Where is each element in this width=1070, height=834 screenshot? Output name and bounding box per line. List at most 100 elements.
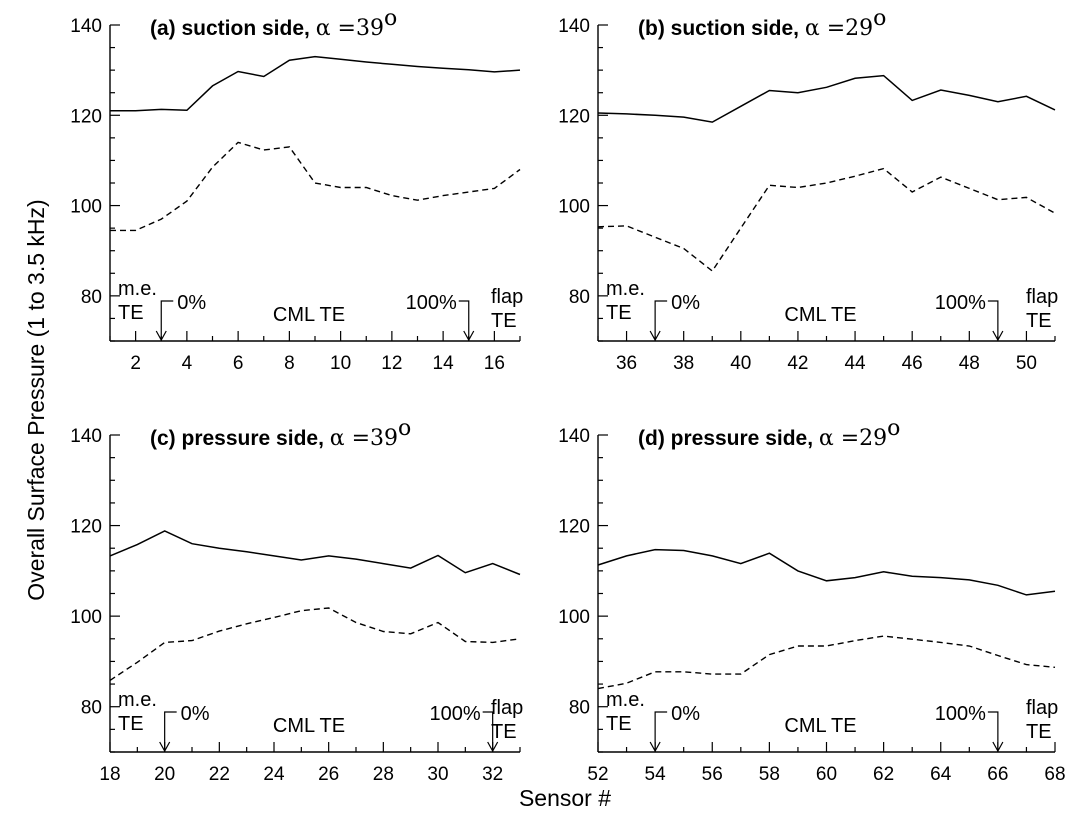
chart-panel-d: 80 100 120 140 52 54 56 58 60 62 64 66 68 (d) pressur… xyxy=(558,416,1065,785)
hundred-percent-marker xyxy=(482,711,494,751)
alpha-symbol: α xyxy=(330,426,345,451)
alpha-equals: =29 xyxy=(834,426,887,451)
panel-title: (a) suction side, α =39o xyxy=(150,6,397,41)
x-axis-label: Sensor # xyxy=(519,785,611,811)
x-tick-label: 16 xyxy=(484,353,505,374)
y-tick-label: 140 xyxy=(70,16,102,37)
hundred-percent-marker xyxy=(987,711,999,751)
x-tick-label: 62 xyxy=(873,764,894,785)
x-tick-label: 22 xyxy=(209,764,230,785)
x-tick-label: 66 xyxy=(987,764,1008,785)
x-tick-label: 52 xyxy=(587,764,608,785)
x-tick-label: 30 xyxy=(427,764,448,785)
x-tick-label: 64 xyxy=(930,764,952,785)
zero-percent-label: 0% xyxy=(671,703,700,725)
x-tick-label: 36 xyxy=(616,353,637,374)
hundred-percent-arrowhead xyxy=(992,741,1004,753)
hundred-percent-label: 100% xyxy=(406,292,457,314)
zero-percent-marker xyxy=(164,711,177,751)
x-tick-label: 60 xyxy=(816,764,837,785)
dashed-series-line xyxy=(110,141,521,232)
chart-panel-a: 80 100 120 140 2 4 6 8 10 12 14 16 (a) suction side,… xyxy=(70,6,523,374)
y-tick-label: 120 xyxy=(558,106,590,127)
chart-panel-c: 80 100 120 140 18 20 22 24 26 28 30 32 (c) pressure … xyxy=(70,416,523,785)
degree-symbol: o xyxy=(887,416,900,441)
zero-percent-label: 0% xyxy=(177,292,206,314)
x-tick-label: 32 xyxy=(482,764,503,785)
x-tick-label: 40 xyxy=(730,353,751,374)
y-tick-label: 140 xyxy=(70,426,102,447)
y-axis-label: Overall Surface Pressure (1 to 3.5 kHz) xyxy=(23,199,49,600)
x-tick-label: 6 xyxy=(233,353,244,374)
x-tick-label: 20 xyxy=(154,764,175,785)
y-tick-label: 100 xyxy=(70,607,102,628)
flap-te-label: TE xyxy=(491,721,517,743)
y-tick-label: 80 xyxy=(569,287,590,308)
panel-title: (b) suction side, α =29o xyxy=(638,6,886,41)
hundred-percent-label: 100% xyxy=(935,703,986,725)
degree-symbol: o xyxy=(873,6,886,31)
x-tick-label: 12 xyxy=(381,353,402,374)
x-tick-label: 58 xyxy=(759,764,780,785)
dashed-series-line xyxy=(109,607,521,681)
solid-series-line xyxy=(110,55,521,112)
cml-te-label: CML TE xyxy=(784,715,856,737)
zero-percent-arrowhead xyxy=(649,330,661,342)
solid-series-line xyxy=(597,74,1056,123)
hundred-percent-label: 100% xyxy=(430,703,481,725)
te-label: TE xyxy=(606,302,632,324)
x-tick-label: 4 xyxy=(182,353,193,374)
zero-percent-arrowhead xyxy=(155,330,167,342)
panel-title-text: (b) suction side, xyxy=(638,17,805,40)
x-tick-label: 2 xyxy=(130,353,141,374)
zero-percent-arrowhead xyxy=(649,741,661,753)
x-tick-label: 54 xyxy=(645,764,667,785)
x-tick-label: 14 xyxy=(433,353,455,374)
zero-percent-marker xyxy=(654,711,668,751)
alpha-equals: =39 xyxy=(331,16,384,41)
x-tick-label: 18 xyxy=(99,764,120,785)
zero-percent-label: 0% xyxy=(181,703,210,725)
flap-te-label: TE xyxy=(1026,721,1052,743)
panel-title-text: (c) pressure side, xyxy=(150,427,330,450)
flap-label: flap xyxy=(491,697,523,719)
zero-percent-marker xyxy=(654,300,668,340)
flap-label: flap xyxy=(491,286,523,308)
y-tick-label: 120 xyxy=(558,517,590,538)
y-tick-label: 120 xyxy=(70,106,102,127)
cml-te-label: CML TE xyxy=(273,304,345,326)
flap-te-label: TE xyxy=(1026,310,1052,332)
hundred-percent-marker xyxy=(458,300,470,340)
x-tick-label: 28 xyxy=(373,764,394,785)
te-label: TE xyxy=(606,713,632,735)
panel-title: (c) pressure side, α =39o xyxy=(150,416,411,451)
me-label: m.e. xyxy=(606,689,645,711)
x-tick-label: 24 xyxy=(263,764,285,785)
flap-te-label: TE xyxy=(491,310,517,332)
panel-title-text: (d) pressure side, xyxy=(638,427,819,450)
x-tick-label: 50 xyxy=(1016,353,1037,374)
dashed-series-line xyxy=(597,167,1056,273)
alpha-equals: =29 xyxy=(820,16,873,41)
hundred-percent-arrowhead xyxy=(463,330,475,342)
te-label: TE xyxy=(118,302,144,324)
solid-series-line xyxy=(597,548,1056,596)
x-tick-label: 10 xyxy=(330,353,351,374)
x-tick-label: 38 xyxy=(673,353,694,374)
x-tick-label: 68 xyxy=(1044,764,1065,785)
panel-title: (d) pressure side, α =29o xyxy=(638,416,900,451)
y-tick-label: 80 xyxy=(569,698,590,719)
alpha-symbol: α xyxy=(316,16,331,41)
zero-percent-label: 0% xyxy=(671,292,700,314)
solid-series-line xyxy=(109,530,521,576)
x-tick-label: 26 xyxy=(318,764,339,785)
hundred-percent-label: 100% xyxy=(935,292,986,314)
y-tick-label: 140 xyxy=(558,426,590,447)
me-label: m.e. xyxy=(606,278,645,300)
hundred-percent-marker xyxy=(987,300,999,340)
alpha-equals: =39 xyxy=(345,426,398,451)
x-tick-label: 48 xyxy=(959,353,980,374)
chart-panel-b: 80 100 120 140 36 38 40 42 44 46 48 50 (b) suction s… xyxy=(558,6,1058,374)
